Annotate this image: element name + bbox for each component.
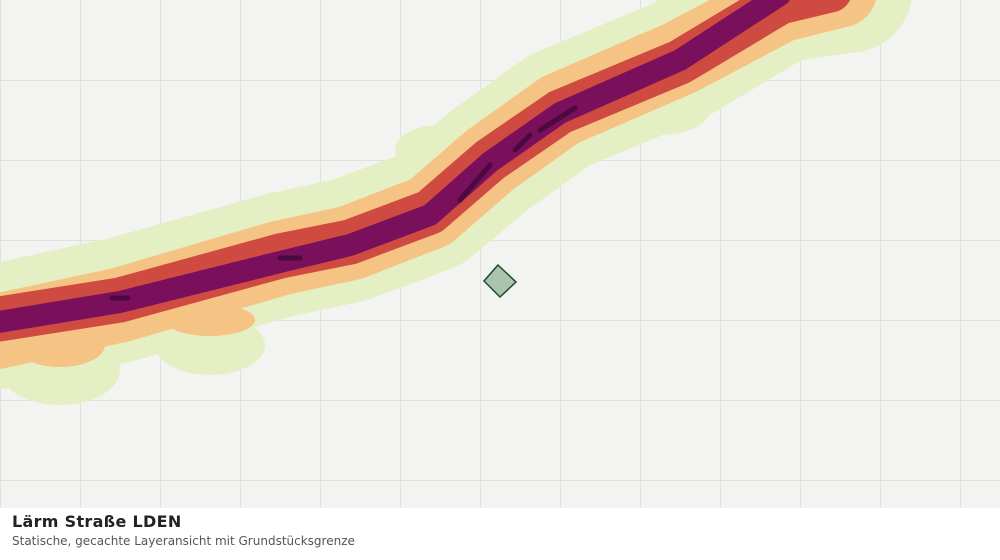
- noise-layer: [0, 0, 912, 405]
- map-title: Lärm Straße LDEN: [12, 512, 182, 531]
- noise-band-very-high: [0, 0, 790, 333]
- noise-band-mid: [165, 304, 255, 336]
- map-subtitle: Statische, gecachte Layeransicht mit Gru…: [12, 534, 355, 548]
- noise-band-extreme: [109, 105, 578, 301]
- parcel-boundary[interactable]: [482, 263, 518, 299]
- map-view: [0, 0, 1000, 508]
- caption: Lärm Straße LDEN Statische, gecachte Lay…: [12, 512, 355, 548]
